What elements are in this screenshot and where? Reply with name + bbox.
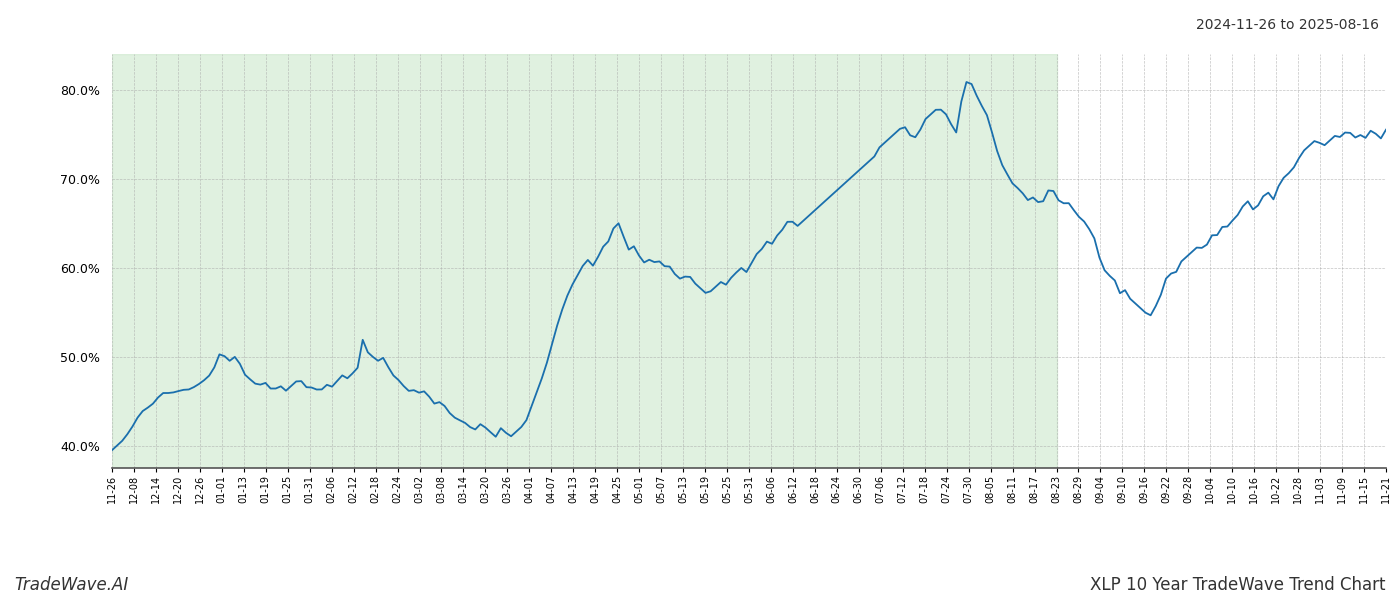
Text: XLP 10 Year TradeWave Trend Chart: XLP 10 Year TradeWave Trend Chart xyxy=(1091,576,1386,594)
Bar xyxy=(112,54,1057,468)
Text: 2024-11-26 to 2025-08-16: 2024-11-26 to 2025-08-16 xyxy=(1196,18,1379,32)
Text: TradeWave.AI: TradeWave.AI xyxy=(14,576,129,594)
